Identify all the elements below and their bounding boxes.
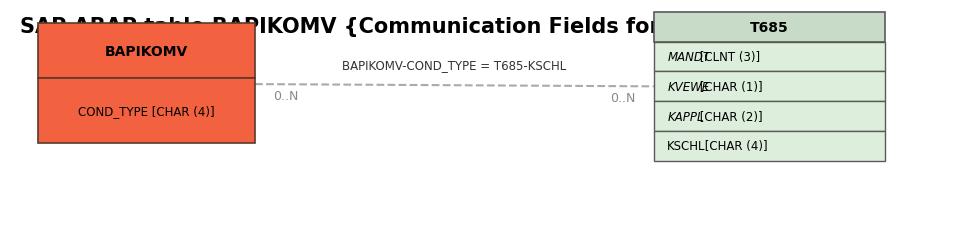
Text: 0..N: 0..N: [610, 92, 635, 105]
Text: [CHAR (1)]: [CHAR (1)]: [696, 80, 763, 94]
Text: COND_TYPE [CHAR (4)]: COND_TYPE [CHAR (4)]: [78, 104, 215, 117]
FancyBboxPatch shape: [38, 24, 255, 79]
Text: BAPIKOMV-COND_TYPE = T685-KSCHL: BAPIKOMV-COND_TYPE = T685-KSCHL: [342, 59, 567, 72]
Text: BAPIKOMV: BAPIKOMV: [105, 45, 188, 58]
Text: SAP ABAP table BAPIKOMV {Communication Fields for Conditions}: SAP ABAP table BAPIKOMV {Communication F…: [19, 17, 807, 37]
Text: KAPPL: KAPPL: [667, 110, 704, 123]
Text: [CLNT (3)]: [CLNT (3)]: [696, 51, 761, 64]
Text: MANDT: MANDT: [667, 51, 710, 64]
FancyBboxPatch shape: [654, 72, 885, 102]
Text: [CHAR (2)]: [CHAR (2)]: [696, 110, 763, 123]
Text: [CHAR (4)]: [CHAR (4)]: [701, 140, 768, 153]
Text: KVEWE: KVEWE: [667, 80, 710, 94]
FancyBboxPatch shape: [654, 131, 885, 161]
Text: T685: T685: [750, 21, 789, 35]
FancyBboxPatch shape: [654, 13, 885, 43]
FancyBboxPatch shape: [38, 79, 255, 143]
FancyBboxPatch shape: [654, 43, 885, 72]
Text: KSCHL: KSCHL: [667, 140, 706, 153]
FancyBboxPatch shape: [654, 102, 885, 131]
Text: 0..N: 0..N: [273, 90, 299, 103]
